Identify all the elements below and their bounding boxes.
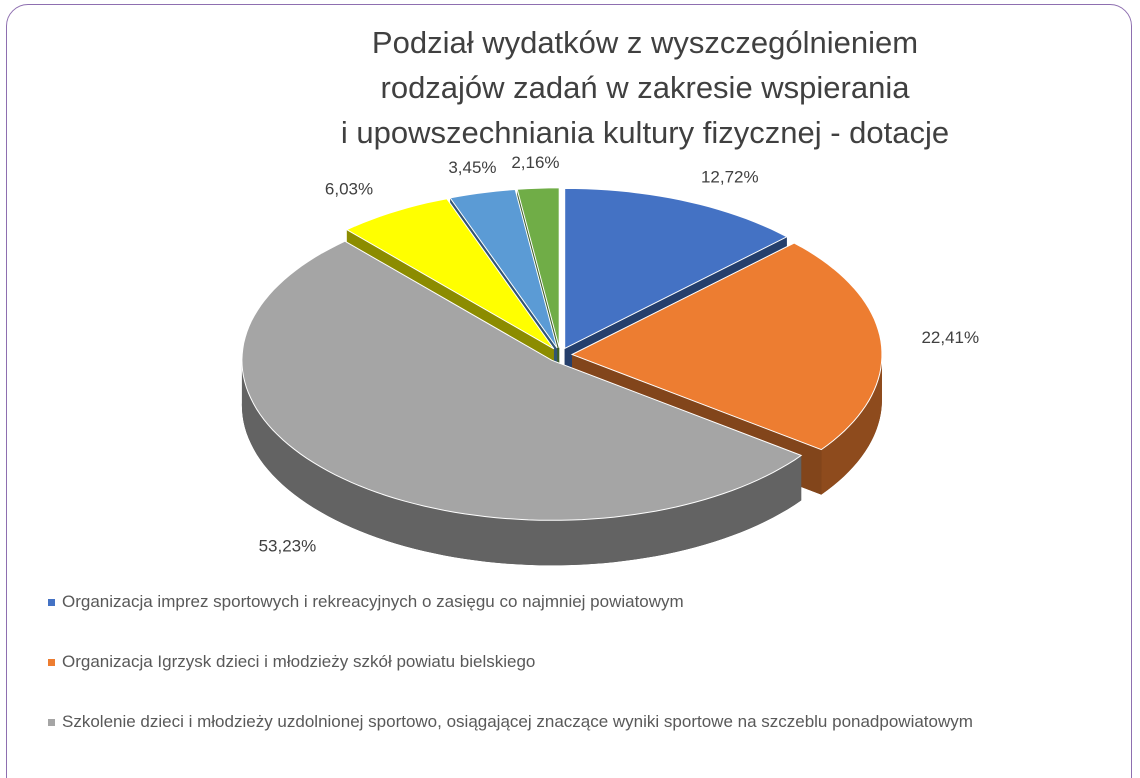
legend-swatch: [48, 659, 55, 666]
legend-item: Szkolenie dzieci i młodzieży uzdolnionej…: [48, 710, 1058, 734]
legend-item: Organizacja Igrzysk dzieci i młodzieży s…: [48, 650, 1058, 674]
chart-title: i upowszechniania kultury fizycznej - do…: [341, 115, 949, 150]
legend-swatch: [48, 599, 55, 606]
slice: [449, 188, 558, 349]
legend: Organizacja imprez sportowych i rekreacy…: [48, 590, 1058, 770]
legend-label: Szkolenie dzieci i młodzieży uzdolnionej…: [62, 712, 973, 731]
data-label: 2,16%: [511, 153, 559, 172]
data-label: 3,45%: [448, 158, 496, 177]
chart-title: rodzajów zadań w zakresie wspierania: [381, 70, 911, 105]
legend-label: Organizacja imprez sportowych i rekreacy…: [62, 592, 684, 611]
slice: [516, 187, 560, 348]
slice-side: [821, 354, 882, 495]
slice-side: [241, 360, 802, 566]
data-label: 12,72%: [701, 167, 759, 186]
slice: [570, 242, 883, 451]
chart-border: [6, 4, 1132, 778]
slice: [564, 187, 789, 350]
slice: [241, 240, 803, 521]
data-label: 6,03%: [325, 179, 373, 198]
legend-label: Organizacja Igrzysk dzieci i młodzieży s…: [62, 652, 536, 671]
data-label: 22,41%: [921, 328, 979, 347]
chart-title: Podział wydatków z wyszczególnieniem: [372, 25, 918, 60]
data-label: 53,23%: [259, 537, 317, 556]
legend-item: Organizacja imprez sportowych i rekreacy…: [48, 590, 1058, 614]
slice: [345, 198, 555, 350]
legend-swatch: [48, 719, 55, 726]
